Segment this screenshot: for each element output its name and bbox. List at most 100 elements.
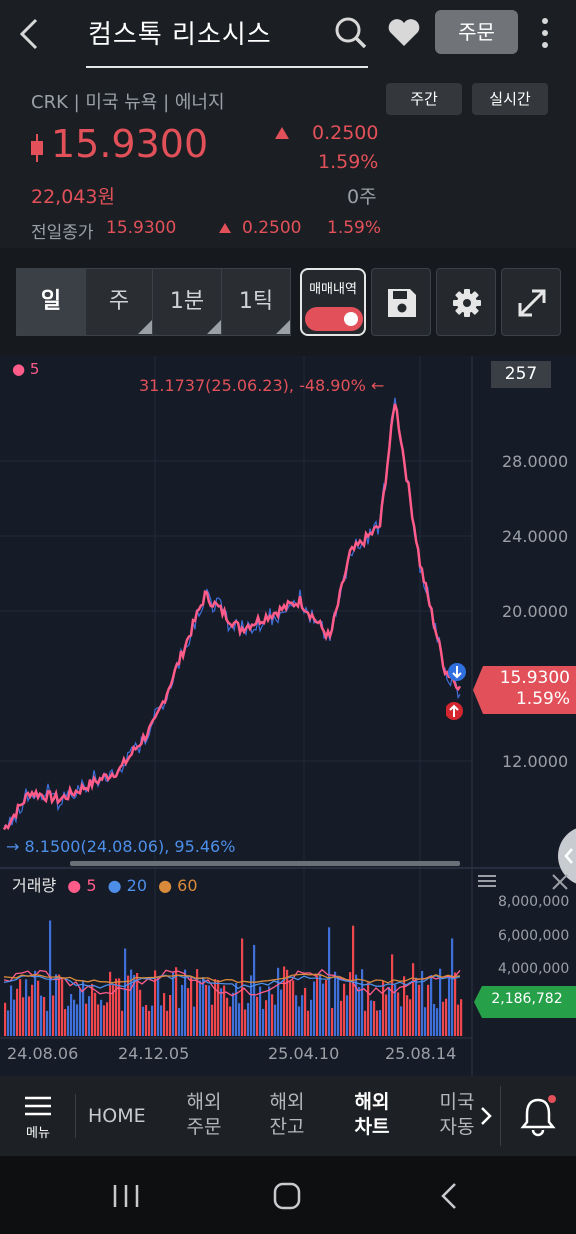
price-change-pct: 1.59%	[318, 151, 379, 173]
volume-bar	[229, 1006, 232, 1036]
volume-bar	[31, 984, 34, 1036]
volume-bar	[46, 1010, 49, 1036]
nav-overseas-chart[interactable]: 해외 차트	[350, 1090, 394, 1140]
menu-button[interactable]: 메뉴	[18, 1094, 58, 1146]
nav-home[interactable]: HOME	[88, 1105, 146, 1127]
home-icon[interactable]	[273, 1182, 301, 1210]
corner-triangle-icon	[138, 320, 152, 334]
nav-overseas-order[interactable]: 해외 주문	[182, 1090, 226, 1140]
corner-triangle-icon	[207, 320, 221, 334]
volume-bar	[337, 975, 340, 1036]
volume-bar	[421, 971, 424, 1036]
realtime-button[interactable]: 실시간	[472, 83, 548, 115]
volume-bar	[145, 1005, 148, 1036]
volume-bar	[25, 979, 28, 1036]
volume-bar	[121, 1010, 124, 1036]
volume-ma20: ● 20	[107, 876, 147, 895]
save-button[interactable]	[371, 268, 431, 336]
corner-triangle-icon	[276, 320, 290, 334]
volume-bar	[169, 995, 172, 1036]
volume-bar	[142, 1006, 145, 1036]
weekly-button[interactable]: 주간	[386, 83, 462, 115]
volume-bar	[106, 1002, 109, 1036]
trade-markers[interactable]	[446, 662, 468, 722]
volume-bar	[325, 979, 328, 1036]
volume-bar	[439, 968, 442, 1036]
volume-bar	[283, 966, 286, 1036]
volume-bar	[292, 980, 295, 1036]
trade-history-toggle[interactable]: 매매내역	[300, 268, 366, 336]
trade-history-label: 매매내역	[309, 282, 357, 297]
volume-bar	[244, 1009, 247, 1036]
ma5-series-line	[2, 403, 462, 831]
price-chart-area[interactable]: ● 5 257 31.1737(25.06.23), -48.90% ← → 8…	[0, 356, 576, 1076]
volume-bar	[355, 974, 358, 1036]
volume-bar	[73, 999, 76, 1036]
back-icon[interactable]	[18, 18, 40, 50]
up-arrow-icon	[275, 127, 289, 139]
settings-button[interactable]	[436, 268, 496, 336]
volume-bar	[367, 982, 370, 1036]
volume-bar	[235, 983, 238, 1036]
fullscreen-button[interactable]	[501, 268, 561, 336]
back-icon[interactable]	[440, 1182, 458, 1210]
volume-ma60-label: 60	[177, 876, 198, 895]
hamburger-icon[interactable]	[478, 874, 496, 888]
volume-bar	[445, 998, 448, 1036]
volume-bar	[376, 1010, 379, 1036]
volume-bar	[232, 992, 235, 1036]
search-icon[interactable]	[334, 16, 368, 50]
volume-bar	[91, 983, 94, 1036]
volume-bar	[313, 981, 316, 1036]
volume-bar	[340, 1000, 343, 1036]
tab-week[interactable]: 주	[85, 268, 153, 336]
volume-bar	[28, 996, 31, 1036]
volume-bar	[40, 995, 43, 1036]
volume-bar	[358, 987, 361, 1036]
bell-icon[interactable]	[520, 1094, 558, 1138]
prev-close-label: 전일종가	[31, 223, 94, 243]
volume-bar	[322, 983, 325, 1036]
app-header: 컴스톡 리소시스 주문	[0, 0, 576, 72]
hamburger-icon	[25, 1096, 51, 1116]
tab-tick[interactable]: 1틱	[221, 268, 291, 336]
nav-overseas-balance[interactable]: 해외 잔고	[265, 1090, 309, 1140]
recent-apps-icon[interactable]	[112, 1183, 140, 1209]
volume-bar	[130, 969, 133, 1036]
more-icon[interactable]	[540, 16, 550, 50]
volume-bar	[52, 995, 55, 1036]
volume-bar	[79, 989, 82, 1036]
order-button[interactable]: 주문	[435, 10, 518, 54]
volume-bar	[256, 996, 259, 1036]
volume-bar	[61, 977, 64, 1036]
ma5-label: 5	[29, 360, 40, 378]
volume-bar	[418, 984, 421, 1036]
current-volume-label: 2,186,782	[491, 991, 563, 1007]
price-series-raw	[3, 397, 461, 828]
nav-us-auto[interactable]: 미국 자동	[435, 1090, 479, 1140]
volume-bar	[190, 976, 193, 1036]
volume-bar	[19, 979, 22, 1036]
heart-icon[interactable]	[387, 18, 421, 48]
horizontal-scrollbar[interactable]	[70, 861, 460, 866]
volume-bar	[349, 972, 352, 1036]
close-icon[interactable]	[552, 874, 568, 890]
volume-bar	[118, 978, 121, 1036]
low-annotation: → 8.1500(24.08.06), 95.46%	[6, 837, 235, 856]
current-pct-label: 1.59%	[515, 689, 570, 709]
toggle-switch[interactable]	[305, 307, 363, 331]
volume-bar	[112, 985, 115, 1036]
volume-bar	[70, 994, 73, 1036]
volume-bar	[394, 984, 397, 1036]
tab-day[interactable]: 일	[16, 268, 86, 336]
side-panel-handle[interactable]	[558, 826, 576, 886]
volume-bar	[49, 920, 52, 1036]
price-chart[interactable]	[0, 356, 576, 1076]
volume-bar	[430, 975, 433, 1036]
volume-bar	[331, 1008, 334, 1036]
volume-bar	[202, 977, 205, 1036]
volume-bar	[319, 973, 322, 1036]
chevron-right-icon[interactable]	[480, 1106, 492, 1126]
volume-bar	[364, 1010, 367, 1036]
volume-bar	[250, 975, 253, 1036]
